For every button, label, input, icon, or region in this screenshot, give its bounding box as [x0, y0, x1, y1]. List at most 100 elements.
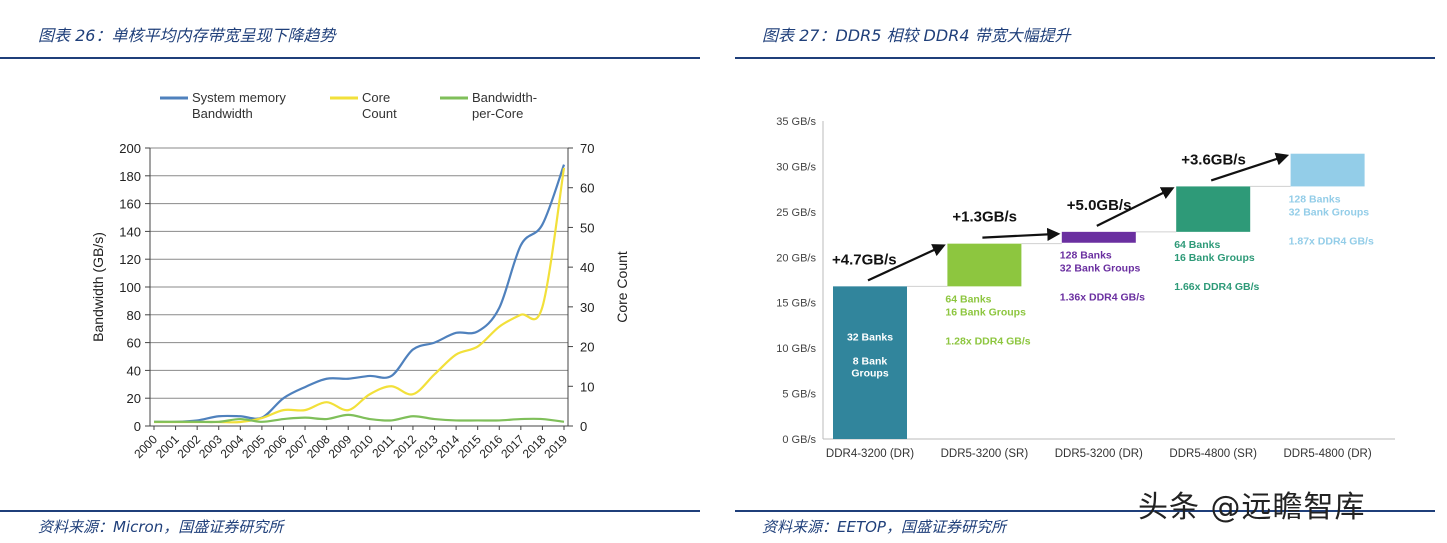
x-tick-label: DDR4-3200 (DR): [826, 448, 914, 460]
series-line: [153, 164, 566, 424]
y-tick-label: 180: [119, 169, 141, 184]
left-chart-caption: 图表 26：单核平均内存带宽呈现下降趋势: [38, 26, 336, 45]
x-tick-label: 2005: [239, 432, 268, 461]
watermark: 头条 @远瞻智库: [1138, 490, 1366, 525]
bar-ratio-label: 1.66x DDR4 GB/s: [1174, 281, 1259, 293]
y2-tick-label: 40: [580, 260, 594, 275]
left-chart-source: 资料来源：Micron，国盛证券研究所: [38, 518, 284, 536]
series-line: [154, 413, 565, 424]
series-line: [154, 167, 566, 424]
x-tick-label: 2016: [477, 432, 506, 461]
legend-label: Count: [362, 106, 397, 121]
x-tick-label: 2018: [520, 432, 549, 461]
bar-label: 64 Banks: [1174, 239, 1220, 251]
x-tick-label: 2004: [218, 432, 247, 461]
y-tick-label: 140: [119, 224, 141, 239]
bar-label: Groups: [851, 367, 888, 379]
y2-tick-label: 0: [580, 419, 587, 434]
right-chart-caption: 图表 27：DDR5 相较 DDR4 带宽大幅提升: [762, 26, 1071, 45]
increase-label: +3.6GB/s: [1181, 151, 1246, 168]
x-tick-label: 2001: [153, 432, 182, 461]
bar-label: 128 Banks: [1060, 250, 1112, 262]
bar-label: 16 Bank Groups: [1174, 252, 1255, 264]
increase-arrow: [1096, 187, 1175, 227]
y2-tick-label: 70: [580, 141, 594, 156]
increase-arrow: [982, 227, 1061, 241]
x-tick-label: 2009: [326, 432, 355, 461]
legend-label: Bandwidth: [192, 106, 253, 121]
y-tick-label: 60: [127, 336, 141, 351]
y2-tick-label: 30: [580, 300, 594, 315]
legend-label: Bandwidth-: [472, 90, 537, 105]
y-tick-label: 15 GB/s: [776, 298, 816, 310]
y-tick-label: 100: [119, 280, 141, 295]
waterfall-chart: 0 GB/s 5 GB/s 10 GB/s 15 GB/s 20 GB/s 25 GB/s…: [776, 116, 1395, 460]
bar-label: 64 Banks: [945, 293, 991, 305]
y-tick-label: 200: [119, 141, 141, 156]
increase-label: +1.3GB/s: [952, 209, 1017, 226]
y-tick-label: 0 GB/s: [782, 434, 816, 446]
bar-label: 32 Banks: [847, 331, 893, 343]
waterfall-bar: [1176, 186, 1251, 232]
y-tick-label: 10 GB/s: [776, 343, 816, 355]
x-tick-label: 2015: [455, 432, 484, 461]
x-tick-label: DDR5-3200 (DR): [1055, 448, 1143, 460]
right-bottom-rule: [735, 510, 1435, 512]
y-tick-label: 25 GB/s: [776, 207, 816, 219]
waterfall-bar: [947, 243, 1022, 287]
y-tick-label: 20: [127, 391, 141, 406]
y-tick-label: 20 GB/s: [776, 252, 816, 264]
y-tick-label: 30 GB/s: [776, 161, 816, 173]
waterfall-bar: [1061, 231, 1136, 243]
x-tick-label: DDR5-4800 (SR): [1169, 448, 1257, 460]
bar-label: 32 Bank Groups: [1289, 206, 1370, 218]
y-tick-label: 0: [134, 419, 141, 434]
x-tick-label: 2010: [347, 432, 376, 461]
waterfall-bar: [1290, 153, 1365, 187]
x-tick-label: 2003: [196, 432, 225, 461]
x-tick-label: 2008: [304, 432, 333, 461]
legend-label: per-Core: [472, 106, 523, 121]
increase-label: +4.7GB/s: [832, 251, 897, 268]
increase-label: +5.0GB/s: [1067, 197, 1132, 214]
x-tick-label: 2017: [498, 432, 527, 461]
y-tick-label: 120: [119, 252, 141, 267]
x-tick-label: 2013: [412, 432, 441, 461]
x-tick-label: 2011: [369, 432, 397, 460]
y-tick-label: 40: [127, 363, 141, 378]
y-tick-label: 160: [119, 197, 141, 212]
legend-label: System memory: [192, 90, 286, 105]
x-tick-label: DDR5-3200 (SR): [941, 448, 1029, 460]
x-tick-label: 2014: [433, 432, 462, 461]
y2-tick-label: 10: [580, 379, 594, 394]
x-tick-label: DDR5-4800 (DR): [1284, 448, 1372, 460]
bar-label: 128 Banks: [1289, 193, 1341, 205]
bar-label: 32 Bank Groups: [1060, 263, 1141, 275]
y2-tick-label: 50: [580, 220, 594, 235]
left-top-rule: [0, 57, 700, 59]
y-axis-label: Bandwidth (GB/s): [90, 232, 106, 342]
waterfall-bar: [833, 286, 907, 439]
bar-ratio-label: 1.28x DDR4 GB/s: [945, 335, 1030, 347]
y-tick-label: 35 GB/s: [776, 116, 816, 128]
x-tick-label: 2006: [261, 432, 290, 461]
increase-arrow: [867, 244, 946, 282]
right-top-rule: [735, 57, 1435, 59]
legend-label: Core: [362, 90, 390, 105]
bar-label: 8 Bank: [853, 355, 888, 367]
x-tick-label: 2007: [282, 432, 311, 461]
bar-ratio-label: 1.36x DDR4 GB/s: [1060, 292, 1145, 304]
increase-arrow: [1210, 152, 1290, 182]
right-chart-source: 资料来源：EETOP，国盛证券研究所: [762, 518, 1006, 536]
x-tick-label: 2019: [541, 432, 570, 461]
y2-tick-label: 20: [580, 340, 594, 355]
x-tick-label: 2012: [390, 432, 419, 461]
y-tick-label: 80: [127, 308, 141, 323]
y-tick-label: 5 GB/s: [782, 389, 816, 401]
y2-axis-label: Core Count: [614, 251, 630, 323]
left-bottom-rule: [0, 510, 700, 512]
x-tick-label: 2002: [174, 432, 203, 461]
y2-tick-label: 60: [580, 181, 594, 196]
bar-label: 16 Bank Groups: [945, 306, 1026, 318]
